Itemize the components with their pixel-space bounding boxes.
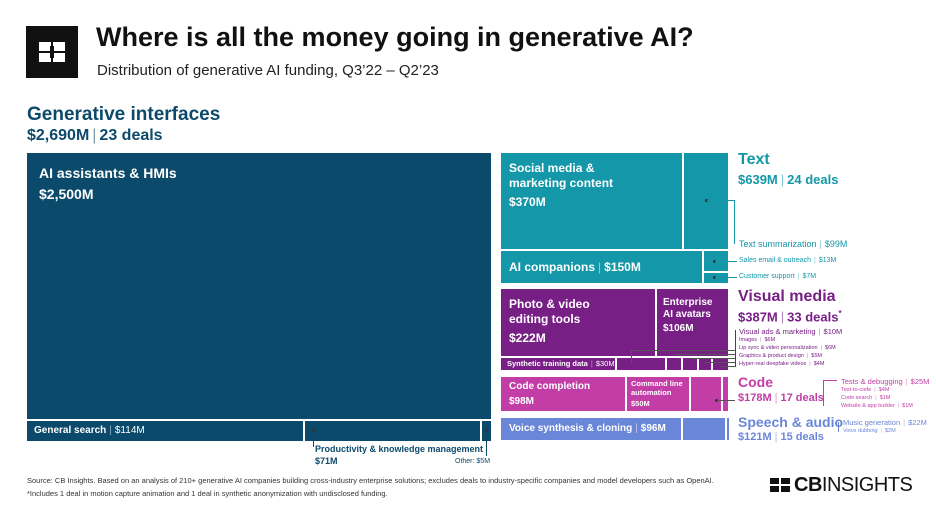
cbinsights-brand: CBINSIGHTS — [770, 474, 913, 499]
callout-voice-dubbing: Voice dubbing | $2M — [843, 428, 896, 434]
treemap-tile-enterprise-avatars: Enterprise AI avatars $106M — [657, 289, 728, 356]
cbinsights-logo-icon — [26, 26, 78, 78]
treemap-tile-tests-debugging — [691, 377, 721, 411]
callout-customer-support: Customer support | $7M — [739, 273, 817, 280]
treemap-tile-music-generation — [683, 418, 725, 440]
tile-label: AI companions | $150M — [509, 260, 641, 274]
callout-line — [674, 354, 735, 355]
treemap-tile-ai-assistants: AI assistants & HMIs $2,500M — [27, 153, 491, 419]
page-title: Where is all the money going in generati… — [96, 22, 694, 52]
callout-line — [486, 431, 487, 456]
category-summary-text: $639M | 24 deals — [738, 172, 839, 187]
treemap-tile-synthetic-training: Synthetic training data | $30M — [501, 358, 615, 370]
treemap-tile-voice-dubbing — [727, 418, 729, 440]
tile-label: Enterprise AI avatars — [663, 297, 713, 320]
tile-label: Voice synthesis & cloning | $96M — [509, 423, 666, 434]
treemap-tile-deepfake — [713, 358, 728, 370]
callout-line — [715, 277, 737, 278]
callout-line — [715, 261, 737, 262]
tile-value: $222M — [509, 331, 546, 345]
treemap-tile-customer-support — [704, 273, 728, 283]
callout-other: Other: $5M — [455, 458, 491, 465]
treemap-tile-graphics — [699, 358, 711, 370]
callout-visual-ads: Visual ads & marketing | $10M — [739, 327, 843, 336]
tile-value: $106M — [663, 323, 694, 334]
callout-productivity: Productivity & knowledge management — [315, 444, 484, 454]
tile-value: $50M — [631, 399, 650, 408]
treemap-tile-code-completion: Code completion $98M — [501, 377, 625, 411]
callout-lip-sync: Lip sync & video personalization | $6M — [739, 345, 836, 351]
callout-deepfake: Hyper-real deepfake videos | $4M — [739, 361, 825, 367]
treemap-tile-social-media: Social media & marketing content $370M — [501, 153, 682, 249]
category-summary-code: $178M | 17 deals — [738, 392, 824, 404]
tile-label: General search | $114M — [34, 425, 145, 436]
tile-label: Command line automation — [631, 379, 683, 397]
callout-line — [631, 350, 632, 364]
tile-value: $2,500M — [39, 186, 94, 202]
callout-website-builder: Website & app builder | $1M — [841, 403, 913, 409]
callout-line — [717, 400, 735, 401]
page-subtitle: Distribution of generative AI funding, Q… — [97, 62, 439, 79]
callout-dot — [485, 429, 488, 432]
callout-music-generation: Music generation | $22M — [843, 418, 927, 427]
category-title-generative-interfaces: Generative interfaces — [27, 104, 221, 125]
callout-tests-debugging: Tests & debugging | $25M — [841, 377, 930, 386]
category-title-visual-media: Visual media — [738, 288, 836, 305]
callout-line — [707, 200, 734, 201]
treemap-tile-command-line: Command line automation $50M — [627, 377, 689, 411]
callout-line — [690, 358, 735, 359]
treemap-tile-lip-sync — [683, 358, 697, 370]
treemap-tile-visual-ads — [617, 358, 665, 370]
tile-label: Code completion — [509, 381, 591, 392]
callout-images: Images | $6M — [739, 337, 776, 343]
treemap-tile-small-code — [723, 377, 728, 411]
category-deals: 23 deals — [99, 127, 163, 144]
treemap-tile-photo-video: Photo & video editing tools $222M — [501, 289, 655, 356]
tile-value: $98M — [509, 396, 535, 407]
callout-line — [705, 362, 735, 363]
callout-text-to-code: Text-to-code | $4M — [841, 387, 890, 393]
treemap-tile-images — [667, 358, 681, 370]
callout-line — [720, 366, 735, 367]
callout-productivity-value: $71M — [315, 456, 338, 466]
callout-line — [735, 330, 736, 367]
tile-label: Photo & video editing tools — [509, 297, 590, 326]
callout-dot — [705, 199, 708, 202]
callout-code-search: Code search | $1M — [841, 395, 891, 401]
footnote: *Includes 1 deal in motion capture anima… — [27, 489, 388, 498]
callout-line — [313, 431, 314, 447]
callout-dot — [713, 260, 716, 263]
treemap-tile-general-search: General search | $114M — [27, 421, 303, 441]
callout-dot — [312, 429, 315, 432]
tile-value: $370M — [509, 195, 546, 209]
tile-label: AI assistants & HMIs — [39, 165, 177, 181]
callout-dot — [713, 276, 716, 279]
callout-line — [631, 350, 735, 351]
callout-line — [838, 422, 839, 432]
callout-line — [823, 380, 824, 406]
category-summary-speech-audio: $121M | 15 deals — [738, 431, 824, 443]
callout-graphics: Graphics & product design | $5M — [739, 353, 822, 359]
category-title-speech-audio: Speech & audio — [738, 414, 844, 430]
tile-label: Synthetic training data | $30M — [507, 359, 615, 368]
category-title-code: Code — [738, 374, 773, 390]
category-summary-visual-media: $387M | 33 deals* — [738, 309, 842, 325]
cbinsights-mark-icon — [770, 476, 790, 499]
source-note: Source: CB Insights. Based on an analysi… — [27, 476, 714, 485]
callout-text-summarization: Text summarization | $99M — [739, 239, 848, 249]
category-funding: $2,690M — [27, 127, 90, 144]
treemap-tile-voice-synthesis: Voice synthesis & cloning | $96M — [501, 418, 681, 440]
category-title-text: Text — [738, 151, 770, 168]
callout-line — [823, 380, 837, 381]
treemap-tile-ai-companions: AI companions | $150M — [501, 251, 702, 283]
treemap-tile-productivity — [305, 421, 480, 441]
callout-line — [734, 200, 735, 244]
callout-dot — [715, 399, 718, 402]
callout-sales-email: Sales email & outreach | $13M — [739, 257, 837, 264]
tile-label: Social media & marketing content — [509, 161, 614, 190]
category-summary-generative-interfaces: $2,690M | 23 deals — [27, 127, 163, 144]
